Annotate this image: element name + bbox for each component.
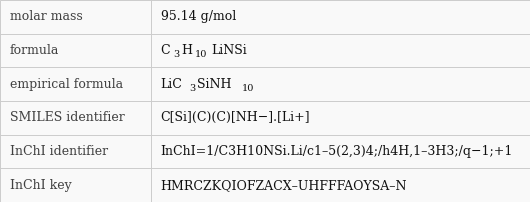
Text: InChI identifier: InChI identifier <box>10 145 108 158</box>
Text: InChI=1/C3H10NSi.Li/c1–5(2,3)4;/h4H,1–3H3;/q−1;+1: InChI=1/C3H10NSi.Li/c1–5(2,3)4;/h4H,1–3H… <box>161 145 513 158</box>
Text: SiNH: SiNH <box>197 78 232 91</box>
Text: 3: 3 <box>189 84 195 93</box>
Text: 3: 3 <box>173 50 179 59</box>
Text: 95.14 g/mol: 95.14 g/mol <box>161 10 236 23</box>
Text: C: C <box>161 44 170 57</box>
Text: 10: 10 <box>241 84 254 93</box>
Text: HMRCZKQIOFZACX–UHFFFAOYSA–N: HMRCZKQIOFZACX–UHFFFAOYSA–N <box>161 179 407 192</box>
Text: formula: formula <box>10 44 59 57</box>
Text: LiNSi: LiNSi <box>211 44 247 57</box>
Text: molar mass: molar mass <box>10 10 82 23</box>
Text: 10: 10 <box>195 50 208 59</box>
Text: InChI key: InChI key <box>10 179 72 192</box>
Text: empirical formula: empirical formula <box>10 78 122 91</box>
Text: H: H <box>181 44 192 57</box>
Text: SMILES identifier: SMILES identifier <box>10 111 125 124</box>
Text: LiC: LiC <box>161 78 182 91</box>
Text: C[Si](C)(C)[NH−].[Li+]: C[Si](C)(C)[NH−].[Li+] <box>161 111 310 124</box>
